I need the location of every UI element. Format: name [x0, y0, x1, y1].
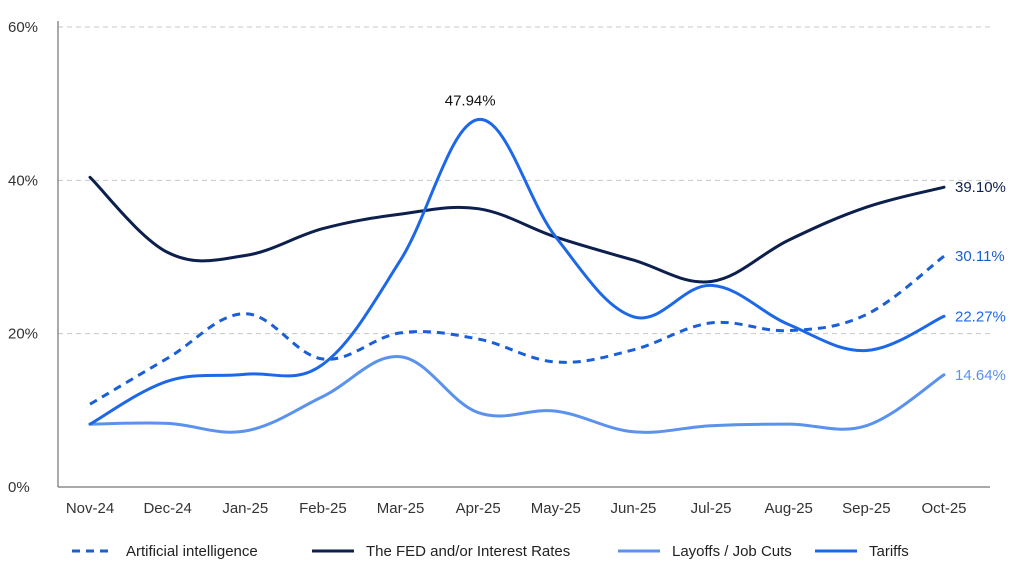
x-tick-label: Jun-25	[611, 500, 657, 517]
y-tick-label: 40%	[8, 172, 38, 189]
y-tick-label: 0%	[8, 479, 30, 496]
legend-label-tariffs: Tariffs	[869, 543, 909, 560]
series-line-artificial-intelligence	[89, 255, 945, 406]
series-line-tariffs	[88, 117, 946, 426]
end-label-layoffs-job-cuts: 14.64%	[955, 367, 1006, 384]
x-tick-label: Feb-25	[299, 500, 347, 517]
x-tick-label: Oct-25	[921, 500, 966, 517]
x-tick-label: Sep-25	[842, 500, 890, 517]
y-tick-label: 20%	[8, 326, 38, 343]
x-tick-label: Jul-25	[691, 500, 732, 517]
x-tick-label: Jan-25	[222, 500, 268, 517]
series-lines	[88, 117, 946, 434]
x-tick-label: May-25	[531, 500, 581, 517]
data-labels: 30.11% 39.10% 14.64% 22.27% 47.94%	[445, 92, 1006, 383]
legend-label-layoffs-job-cuts: Layoffs / Job Cuts	[672, 543, 792, 560]
axes: 0% 20% 40% 60% Nov-24 Dec-24 Jan-25 Feb-25 Mar-2…	[8, 19, 990, 517]
peak-label-tariffs: 47.94%	[445, 92, 496, 109]
y-tick-label: 60%	[8, 19, 38, 36]
legend: Artificial intelligence The FED and/or In…	[72, 543, 909, 560]
series-line-fed-interest-rates	[88, 175, 946, 284]
x-tick-label: Dec-24	[143, 500, 191, 517]
end-label-fed-interest-rates: 39.10%	[955, 179, 1006, 196]
x-tick-label: Aug-25	[765, 500, 813, 517]
legend-label-artificial-intelligence: Artificial intelligence	[126, 543, 258, 560]
x-tick-label: Apr-25	[456, 500, 501, 517]
x-tick-label: Mar-25	[377, 500, 425, 517]
series-line-layoffs-job-cuts	[88, 355, 946, 434]
end-label-tariffs: 22.27%	[955, 308, 1006, 325]
gridlines	[58, 26, 990, 335]
legend-label-fed-interest-rates: The FED and/or Interest Rates	[366, 543, 570, 560]
end-label-artificial-intelligence: 30.11%	[955, 248, 1005, 265]
x-tick-label: Nov-24	[66, 500, 114, 517]
